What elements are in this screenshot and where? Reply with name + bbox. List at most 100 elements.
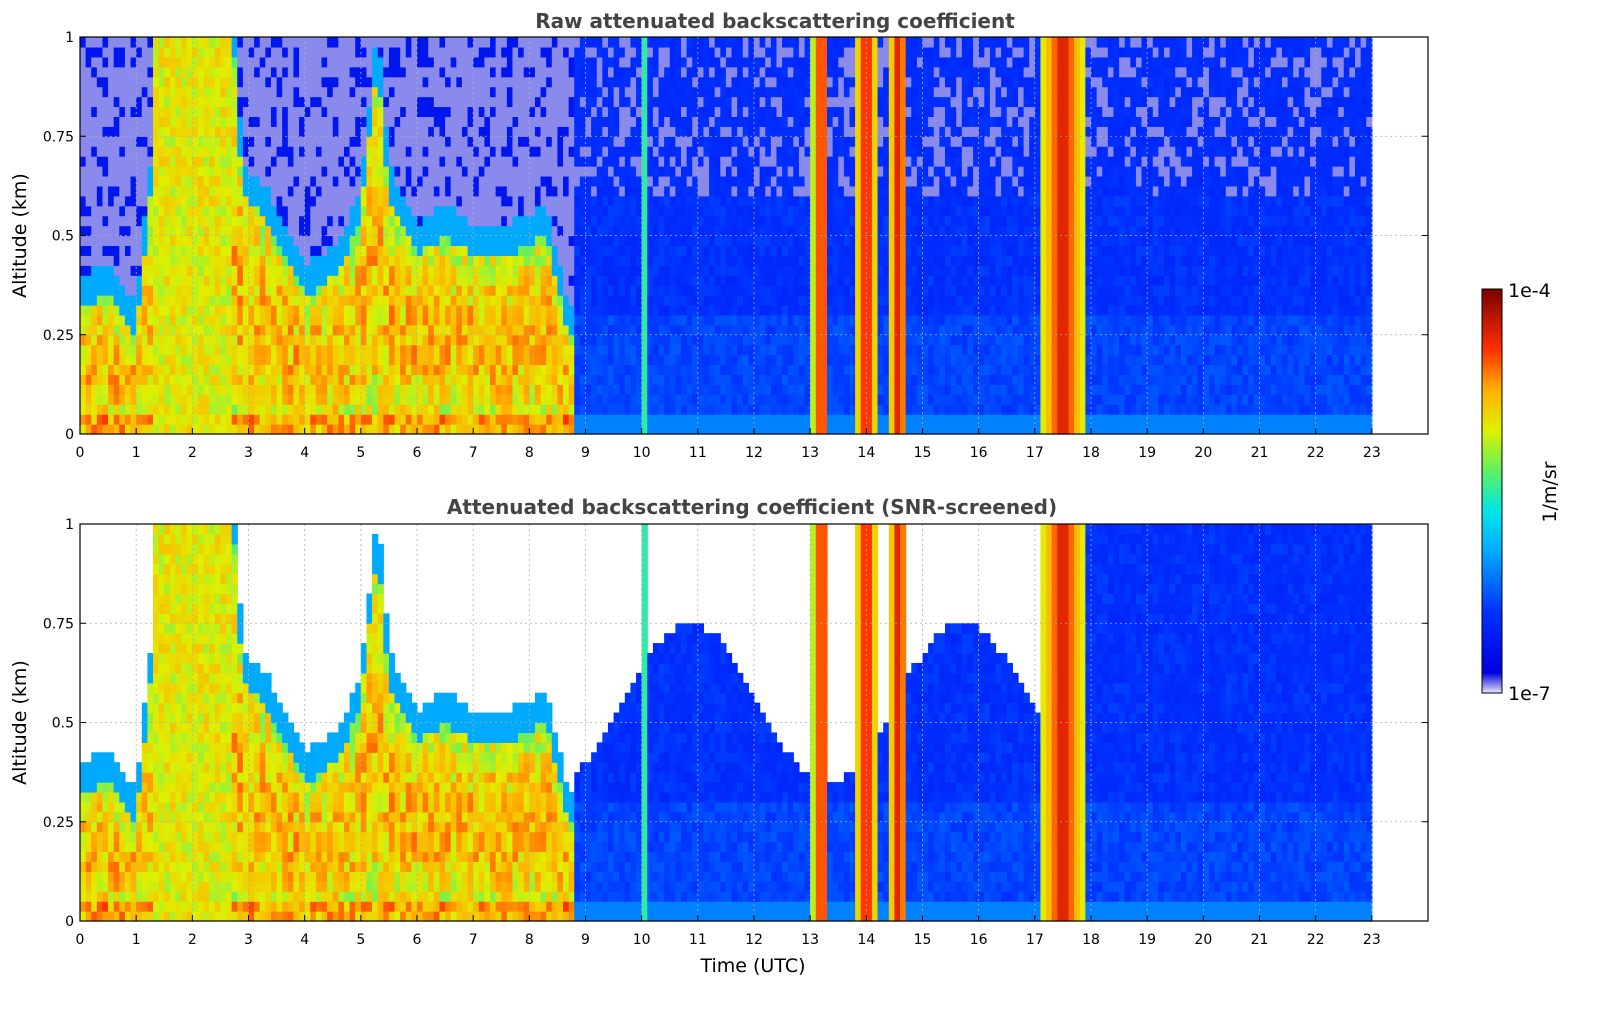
heatmap-cell — [568, 126, 575, 137]
heatmap-cell — [332, 136, 339, 147]
heatmap-cell — [186, 156, 193, 167]
heatmap-cell — [484, 285, 491, 296]
heatmap-cell — [574, 136, 581, 147]
heatmap-cell — [276, 126, 283, 137]
heatmap-cell — [686, 285, 693, 296]
heatmap-cell — [242, 374, 250, 385]
heatmap-cell — [181, 285, 188, 296]
heatmap-cell — [523, 86, 530, 98]
heatmap-cell — [108, 185, 115, 197]
heatmap-cell — [523, 235, 530, 247]
heatmap-cell — [754, 126, 761, 137]
heatmap-cell — [360, 235, 368, 247]
heatmap-cell — [445, 126, 452, 137]
heatmap-cell — [400, 304, 407, 316]
heatmap-cell — [501, 374, 508, 385]
heatmap-cell — [658, 285, 665, 296]
heatmap-cell — [461, 255, 469, 266]
heatmap-cell — [652, 37, 660, 48]
heatmap-cell — [680, 334, 688, 346]
heatmap-cell — [158, 56, 165, 68]
heatmap-cell — [310, 66, 317, 78]
heatmap-cell — [748, 424, 755, 435]
heatmap-cell — [607, 225, 615, 237]
heatmap-cell — [490, 245, 497, 256]
heatmap-cell — [259, 344, 266, 356]
heatmap-cell — [192, 175, 199, 187]
heatmap-cell — [80, 245, 87, 256]
heatmap-cell — [748, 56, 755, 68]
heatmap-cell — [456, 46, 463, 58]
heatmap-cell — [242, 225, 250, 237]
heatmap-cell — [304, 334, 311, 346]
heatmap-cell — [394, 285, 401, 296]
heatmap-cell — [641, 195, 648, 207]
heatmap-cell — [343, 374, 351, 385]
heatmap-cell — [495, 175, 502, 187]
heatmap-cell — [265, 56, 272, 68]
heatmap-cell — [220, 235, 227, 247]
heatmap-cell — [158, 384, 165, 395]
heatmap-cell — [473, 334, 480, 346]
heatmap-cell — [664, 275, 671, 286]
heatmap-cell — [534, 324, 542, 336]
heatmap-cell — [136, 424, 143, 435]
heatmap-cell — [422, 255, 429, 266]
heatmap-cell — [85, 384, 92, 395]
heatmap-cell — [226, 86, 233, 98]
heatmap-cell — [478, 275, 485, 286]
heatmap-cell — [748, 344, 755, 356]
heatmap-cell — [484, 156, 491, 167]
heatmap-cell — [197, 295, 205, 306]
heatmap-cell — [383, 215, 390, 227]
heatmap-cell — [108, 56, 115, 68]
heatmap-cell — [220, 255, 227, 266]
heatmap-cell — [360, 394, 368, 405]
heatmap-cell — [669, 205, 676, 217]
heatmap-cell — [652, 225, 660, 237]
heatmap-cell — [557, 364, 564, 376]
heatmap-cell — [770, 205, 778, 217]
heatmap-cell — [377, 374, 384, 385]
heatmap-cell — [484, 46, 491, 58]
heatmap-cell — [327, 37, 334, 48]
heatmap-cell — [282, 414, 289, 425]
heatmap-cell — [484, 275, 491, 286]
heatmap-cell — [658, 37, 665, 48]
heatmap-cell — [737, 185, 744, 197]
heatmap-cell — [102, 96, 109, 108]
heatmap-cell — [630, 175, 637, 187]
heatmap-cell — [473, 404, 480, 415]
heatmap-cell — [147, 76, 154, 88]
heatmap-cell — [242, 235, 250, 247]
heatmap-cell — [366, 76, 373, 88]
heatmap-cell — [546, 295, 553, 306]
heatmap-cell — [557, 374, 564, 385]
heatmap-cell — [613, 255, 620, 266]
heatmap-cell — [175, 344, 182, 356]
heatmap-cell — [546, 225, 553, 237]
heatmap-cell — [574, 424, 581, 435]
heatmap-cell — [636, 344, 643, 356]
heatmap-cell — [164, 86, 171, 98]
heatmap-cell — [439, 255, 446, 266]
heatmap-cell — [130, 255, 137, 266]
heatmap-cell — [506, 106, 514, 117]
heatmap-cell — [490, 46, 497, 58]
heatmap-cell — [748, 404, 755, 415]
heatmap-cell — [192, 205, 199, 217]
heatmap-cell — [124, 245, 132, 256]
heatmap-cell — [343, 116, 351, 127]
heatmap-cell — [108, 304, 115, 316]
heatmap-cell — [338, 394, 345, 405]
heatmap-cell — [158, 205, 165, 217]
heatmap-cell — [518, 225, 525, 237]
heatmap-cell — [619, 136, 626, 147]
heatmap-cell — [731, 106, 738, 117]
heatmap-cell — [742, 275, 749, 286]
heatmap-cell — [669, 414, 676, 425]
heatmap-cell — [405, 37, 412, 48]
heatmap-cell — [450, 37, 457, 48]
heatmap-cell — [473, 156, 480, 167]
heatmap-cell — [647, 156, 654, 167]
